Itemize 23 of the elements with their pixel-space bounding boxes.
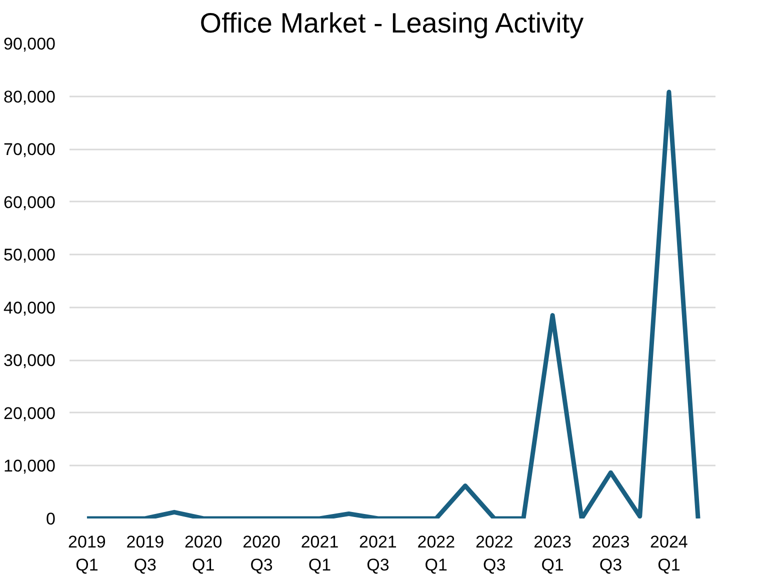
y-tick-label: 30,000 (4, 351, 56, 370)
y-tick-label: 40,000 (4, 298, 56, 318)
y-tick-label: 80,000 (4, 87, 56, 106)
x-tick-label: 2021 Q1 (300, 532, 339, 574)
x-tick-label: 2022 Q3 (475, 532, 514, 574)
y-tick-label: 10,000 (4, 456, 56, 476)
x-tick-label: 2020 Q3 (242, 532, 280, 574)
x-tick-label: 2022 Q1 (417, 532, 456, 574)
x-tick-label: 2019 Q3 (126, 532, 164, 574)
line-series (84, 90, 700, 518)
y-tick-label: 20,000 (4, 404, 56, 423)
y-tick-label: 0 (46, 510, 56, 528)
y-tick-label: 90,000 (4, 34, 56, 54)
y-tick-label: 70,000 (4, 140, 56, 160)
chart-title: Office Market - Leasing Activity (200, 8, 584, 38)
x-tick-label: 2024 Q1 (650, 532, 688, 574)
x-tick-label: 2019 Q1 (68, 532, 106, 574)
x-tick-label: 2023 Q3 (592, 532, 630, 574)
x-tick-label: 2023 Q1 (534, 532, 572, 574)
x-tick-label: 2021 Q3 (359, 532, 397, 574)
x-tick-label: 2020 Q1 (184, 532, 222, 574)
y-tick-label: 50,000 (4, 246, 56, 265)
y-tick-label: 60,000 (4, 192, 56, 212)
